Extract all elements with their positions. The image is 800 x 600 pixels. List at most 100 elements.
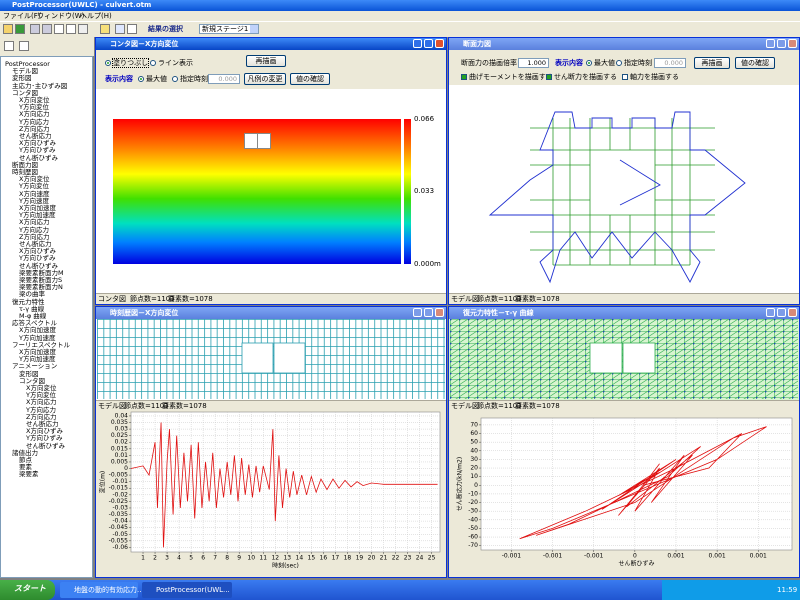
tree-item[interactable]: Y方向変位 <box>19 103 49 112</box>
redraw-button[interactable]: 再描画 <box>694 57 730 69</box>
tree-item[interactable]: X方向加速度 <box>19 326 56 335</box>
result-select[interactable]: 新規ステージ1 <box>199 24 259 34</box>
tree-item[interactable]: τ-γ 曲線 <box>19 304 45 313</box>
tree-item[interactable]: コンタ図 <box>12 88 38 97</box>
tree-item[interactable]: せん断ひずみ <box>19 153 58 162</box>
check-button[interactable]: 値の確認 <box>290 73 330 85</box>
time-input[interactable]: 0.000 <box>654 58 686 68</box>
tree-item[interactable]: 要素 <box>19 463 32 472</box>
tool-icon[interactable] <box>100 24 110 34</box>
tree-item[interactable]: X方向ひずみ <box>26 427 63 436</box>
checkbox[interactable] <box>546 74 552 80</box>
tree-item[interactable]: Y方向ひずみ <box>19 146 56 155</box>
tree-item[interactable]: Y方向ひずみ <box>26 434 63 443</box>
tree-item[interactable]: Y方向加速度 <box>19 333 56 342</box>
tree-item[interactable]: X方向変位 <box>19 175 50 184</box>
tree-item[interactable]: Y方向ひずみ <box>19 254 56 263</box>
tool-icon[interactable] <box>42 24 52 34</box>
radio-label[interactable]: 指定時刻 <box>180 75 208 83</box>
tree-item[interactable]: モデル図 <box>12 67 38 76</box>
tree-item[interactable]: Y方向加速度 <box>19 355 56 364</box>
start-button[interactable]: スタート <box>0 580 55 600</box>
minimize-button[interactable] <box>766 308 775 317</box>
tree-item[interactable]: X方向応力 <box>19 218 50 227</box>
checkbox-label[interactable]: 曲げモーメントを描画する <box>469 73 553 81</box>
close-button[interactable] <box>788 308 797 317</box>
tree-item[interactable]: Y方向加速度 <box>19 211 56 220</box>
tree-item[interactable]: 梁要素 <box>19 470 39 479</box>
scale-input[interactable]: 1.000 <box>518 58 549 68</box>
tree-item[interactable]: 変形図 <box>12 74 32 83</box>
tree-item[interactable]: M-φ 曲線 <box>19 312 47 320</box>
tree-item[interactable]: 梁の曲率 <box>19 290 45 299</box>
tree-item[interactable]: 応答スペクトル <box>12 319 58 328</box>
tree-item[interactable]: Y方向応力 <box>19 117 49 126</box>
radio-label[interactable]: 塗りつぶし <box>111 58 150 68</box>
tool-icon[interactable] <box>115 24 125 34</box>
tree-item[interactable]: 梁要素断面力M <box>19 268 64 277</box>
tree-item[interactable]: Y方向変位 <box>19 182 49 191</box>
tree-item[interactable]: 節点 <box>19 456 32 464</box>
menu-item[interactable]: ヘルプ(H) <box>80 12 112 20</box>
checkbox-label[interactable]: 軸力を描画する <box>630 73 679 81</box>
maximize-button[interactable] <box>424 39 433 48</box>
minimize-button[interactable] <box>766 39 775 48</box>
tool-icon[interactable] <box>127 24 137 34</box>
radio-label[interactable]: 指定時刻 <box>624 59 652 67</box>
tree-item[interactable]: X方向応力 <box>19 110 50 119</box>
checkbox-label[interactable]: せん断力を描画する <box>554 73 617 81</box>
close-button[interactable] <box>788 39 797 48</box>
radio[interactable] <box>150 60 156 66</box>
tool-icon[interactable] <box>66 24 76 34</box>
tree-item[interactable]: X方向ひずみ <box>19 247 56 256</box>
minimize-button[interactable] <box>413 308 422 317</box>
task-button[interactable]: PostProcessor(UWL... <box>142 582 232 598</box>
tree-item[interactable]: Z方向応力 <box>26 412 57 421</box>
tool-icon[interactable] <box>30 24 40 34</box>
tree-item[interactable]: Y方向速度 <box>19 196 49 205</box>
tree-item[interactable]: X方向ひずみ <box>19 139 56 148</box>
tree-item[interactable]: X方向応力 <box>26 398 57 407</box>
legend-button[interactable]: 凡例の変更 <box>244 73 286 85</box>
tree-item[interactable]: 復元力特性 <box>12 297 45 306</box>
tree-item[interactable]: Y方向変位 <box>26 391 56 400</box>
tree-item[interactable]: X方向変位 <box>26 384 57 392</box>
tree-item[interactable]: 梁要素断面力N <box>19 283 63 292</box>
radio[interactable] <box>172 76 178 82</box>
menu-item[interactable]: ファイル(F) <box>3 12 41 20</box>
radio[interactable] <box>586 60 592 66</box>
checkbox[interactable] <box>622 74 628 80</box>
tree-item[interactable]: Z方向応力 <box>19 124 50 133</box>
tree-item[interactable]: 時刻歴図 <box>12 168 38 176</box>
tree-item[interactable]: フーリエスペクトル <box>12 340 71 349</box>
radio-label[interactable]: 最大値 <box>146 75 167 83</box>
tree-item[interactable]: Y方向応力 <box>19 225 49 234</box>
minimize-button[interactable] <box>413 39 422 48</box>
tool-icon[interactable] <box>78 24 88 34</box>
tool-icon[interactable] <box>3 24 13 34</box>
maximize-button[interactable] <box>424 308 433 317</box>
menu-item[interactable]: ウィンドウ(W) <box>37 12 85 20</box>
radio[interactable] <box>105 60 111 66</box>
tree-item[interactable]: Z方向応力 <box>19 232 50 241</box>
task-button[interactable]: 地盤の動的有効応力... <box>60 582 144 598</box>
tree-item[interactable]: せん断応力 <box>26 420 59 428</box>
tree-item[interactable]: X方向加速度 <box>19 204 56 212</box>
tree-item[interactable]: せん断応力 <box>19 132 52 140</box>
tree-item[interactable]: 主応力･主ひずみ図 <box>12 81 68 90</box>
checkbox[interactable] <box>461 74 467 80</box>
tree-item[interactable]: コンタ図 <box>19 376 45 385</box>
tool-icon[interactable] <box>19 41 29 51</box>
tree-item[interactable]: 変形図 <box>19 369 39 378</box>
redraw-button[interactable]: 再描画 <box>246 55 286 67</box>
tree-item[interactable]: せん断ひずみ <box>26 441 65 450</box>
tool-icon[interactable] <box>54 24 64 34</box>
radio[interactable] <box>138 76 144 82</box>
maximize-button[interactable] <box>777 308 786 317</box>
dropdown-arrow[interactable] <box>250 25 258 33</box>
tree-item[interactable]: 断面力図 <box>12 160 38 169</box>
tree-item[interactable]: アニメーション <box>12 362 58 371</box>
radio-label[interactable]: 最大値 <box>594 59 615 67</box>
maximize-button[interactable] <box>777 39 786 48</box>
tree-item[interactable]: Y方向応力 <box>26 405 56 414</box>
